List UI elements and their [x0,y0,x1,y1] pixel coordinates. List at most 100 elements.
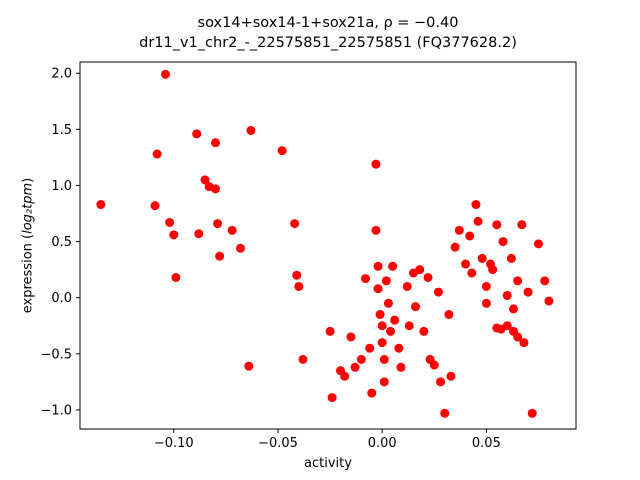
data-point [415,265,425,275]
data-point [402,281,412,291]
data-point [519,338,529,348]
y-tick-label: 0.0 [51,291,72,306]
data-point [371,225,381,235]
data-point [433,287,443,297]
data-point [210,138,220,148]
data-point [371,159,381,169]
data-point [544,296,554,306]
data-point [327,393,337,403]
data-point [388,261,398,271]
data-point [200,175,210,185]
data-point [152,149,162,159]
data-point [160,69,170,79]
data-point [298,354,308,364]
data-point [513,332,523,342]
chart-title-line2: dr11_v1_chr2_-_22575851_22575851 (FQ3776… [139,34,517,51]
data-point [471,200,481,210]
data-point [246,125,256,135]
data-point [461,259,471,269]
data-point [540,276,550,286]
data-point [513,276,523,286]
data-point [467,268,477,278]
data-point [96,200,106,210]
data-point [381,276,391,286]
data-point [502,290,512,300]
data-point [394,343,404,353]
plot-box [79,61,577,430]
data-point [290,219,300,229]
data-point [390,315,400,325]
data-point [440,408,450,418]
data-point [356,354,366,364]
data-point [429,360,439,370]
data-point [477,253,487,263]
data-point [423,272,433,282]
y-tick-label: 1.5 [51,123,72,138]
data-point [361,274,371,284]
data-point [533,239,543,249]
y-tick-label: −1.0 [40,403,72,418]
data-point [492,220,502,230]
data-point [210,184,220,194]
y-tick-label: 2.0 [51,67,72,82]
chart-title: sox14+sox14-1+sox21a, ρ = −0.40 dr11_v1_… [80,14,576,53]
data-point [294,281,304,291]
x-tick-label: 0.00 [368,436,397,451]
x-axis-label: activity [304,456,352,471]
y-tick-label: −0.5 [40,347,72,362]
data-point [340,371,350,381]
data-point [375,310,385,320]
data-point [481,281,491,291]
data-point [446,371,456,381]
data-point [373,284,383,294]
data-point [325,326,335,336]
data-point [292,270,302,280]
data-point [508,304,518,314]
data-point [419,326,429,336]
data-point [450,242,460,252]
data-point [377,338,387,348]
data-point [404,321,414,331]
data-point [169,230,179,240]
y-tick-label: 1.0 [51,179,72,194]
data-point [377,321,387,331]
data-point [436,377,446,387]
chart-title-line1: sox14+sox14-1+sox21a, ρ = −0.40 [197,15,459,31]
data-point [383,298,393,308]
data-point [517,220,527,230]
data-point [527,408,537,418]
data-point [150,201,160,211]
data-point [481,298,491,308]
data-point [502,321,512,331]
data-point [506,253,516,263]
x-tick-label: 0.05 [472,436,501,451]
data-point [473,216,483,226]
data-point [213,219,223,229]
data-point [365,343,375,353]
data-point [171,272,181,282]
data-point [379,377,389,387]
y-tick-label: 0.5 [51,235,72,250]
data-point [235,243,245,253]
data-point [367,388,377,398]
data-point [346,332,356,342]
data-point [488,265,498,275]
x-tick-label: −0.05 [258,436,298,451]
x-tick-label: −0.10 [154,436,194,451]
data-point [386,326,396,336]
data-point [192,129,202,139]
data-point [523,287,533,297]
data-point [379,354,389,364]
data-point [165,217,175,227]
data-point [465,231,475,241]
data-point [373,261,383,271]
data-point [454,225,464,235]
data-point [277,146,287,156]
data-point [194,229,204,239]
data-point [396,362,406,372]
data-point [411,302,421,312]
data-point [498,237,508,247]
data-point [350,362,360,372]
data-point [244,361,254,371]
